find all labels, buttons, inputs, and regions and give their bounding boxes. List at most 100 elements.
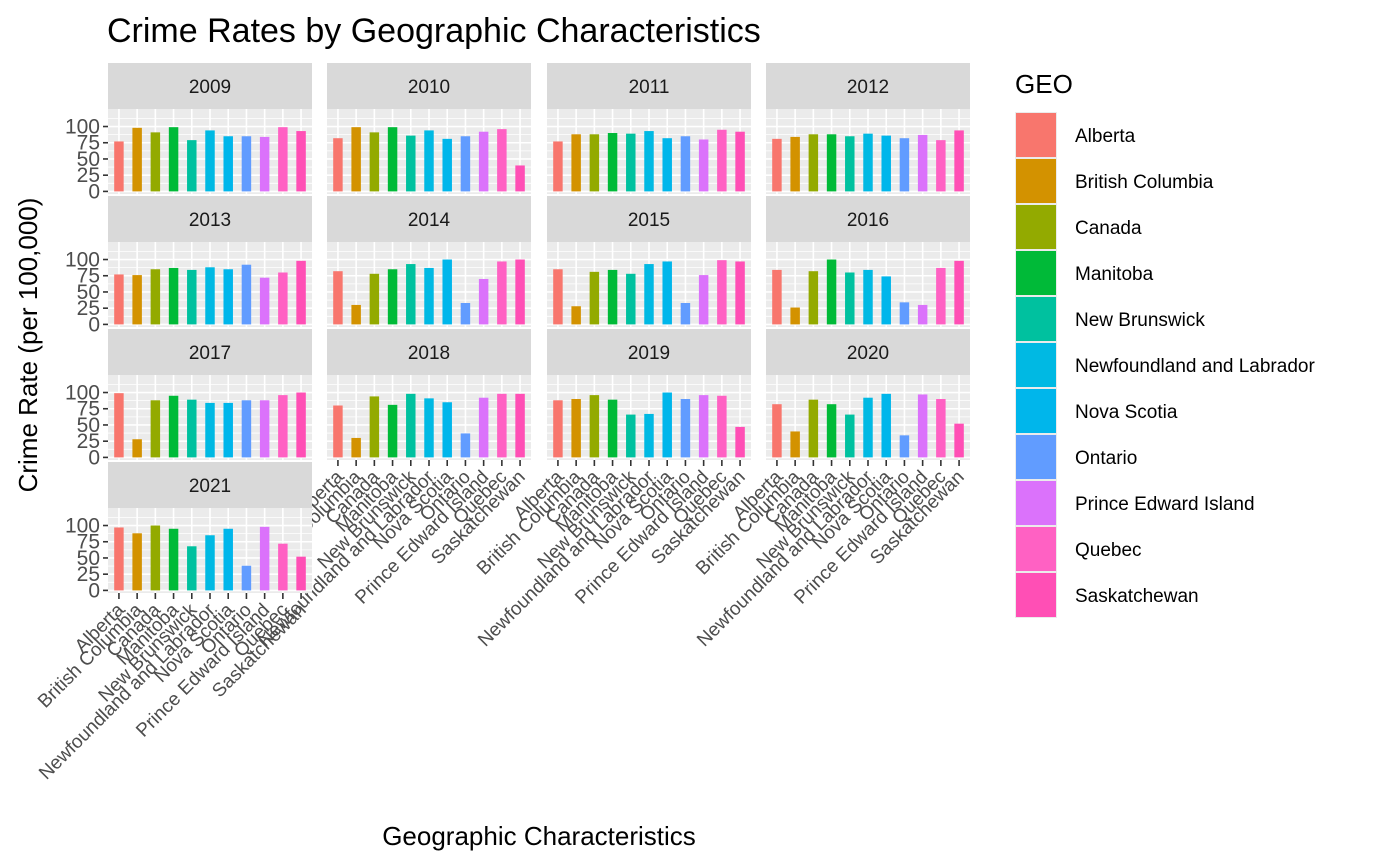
bar-2014-nova-scotia (442, 259, 452, 325)
bar-2010-manitoba (387, 127, 398, 192)
bar-2012-manitoba (826, 134, 837, 192)
y-tick-label: 0 (88, 446, 100, 469)
legend-label: Manitoba (1075, 264, 1154, 285)
y-tick-label: 100 (65, 116, 100, 139)
bar-2013-alberta (114, 274, 124, 325)
legend-label: Prince Edward Island (1075, 494, 1255, 515)
bar-2010-prince-edward-island (478, 131, 489, 192)
bar-2016-new-brunswick (845, 272, 855, 325)
bar-2019-quebec (717, 395, 727, 458)
facet-strip-label: 2015 (628, 210, 670, 231)
bar-2018-alberta (333, 405, 343, 458)
bar-2016-saskatchewan (954, 260, 964, 325)
bar-2017-nova-scotia (223, 402, 233, 458)
bar-2015-alberta (553, 269, 563, 325)
bar-2021-ontario (241, 565, 252, 591)
legend-swatch-newfoundland-and-labrador (1016, 343, 1056, 387)
legend: GEO Alberta British Columbia Canada Manitob… (1015, 69, 1315, 618)
bar-2010-alberta (333, 138, 343, 192)
panel-2014: 2014 (327, 196, 531, 327)
bar-2019-canada (589, 395, 600, 458)
bar-2010-new-brunswick (406, 135, 416, 192)
bar-2013-saskatchewan (296, 260, 306, 325)
bar-2012-nova-scotia (881, 135, 891, 192)
y-tick-label: 75 (77, 265, 100, 288)
bar-2017-saskatchewan (296, 392, 306, 458)
y-tick-label: 75 (77, 132, 100, 155)
bar-2010-quebec (497, 129, 507, 192)
bar-2021-british-columbia (132, 533, 142, 591)
bar-2018-newfoundland-and-labrador (424, 398, 434, 458)
bar-2014-canada (369, 273, 380, 325)
legend-swatch-prince-edward-island (1016, 481, 1056, 525)
facet-strip (327, 63, 531, 109)
bar-2018-prince-edward-island (478, 397, 489, 458)
bar-2010-newfoundland-and-labrador (424, 130, 434, 192)
bar-2009-british-columbia (132, 127, 142, 192)
y-tick-label: 25 (77, 164, 100, 187)
y-tick-label: 50 (77, 148, 100, 171)
bar-2020-new-brunswick (845, 414, 855, 458)
bar-2014-alberta (333, 271, 343, 325)
y-tick-label: 50 (77, 281, 100, 304)
facet-strip-label: 2012 (847, 77, 889, 98)
bar-2012-new-brunswick (845, 136, 855, 192)
legend-label: Alberta (1075, 126, 1136, 147)
facet-strip (108, 196, 312, 242)
bar-2012-canada (808, 134, 819, 192)
legend-label: British Columbia (1075, 172, 1214, 193)
facet-strip (327, 196, 531, 242)
bar-2018-nova-scotia (442, 402, 452, 458)
bar-2016-nova-scotia (881, 276, 891, 325)
y-tick-label: 50 (77, 547, 100, 570)
bar-2021-prince-edward-island (259, 526, 270, 591)
bar-2020-nova-scotia (881, 393, 891, 458)
bar-2014-newfoundland-and-labrador (424, 267, 434, 325)
bar-2020-ontario (899, 435, 910, 458)
panel-2012: 2012 (766, 63, 970, 194)
legend-swatch-canada (1016, 205, 1056, 249)
facet-strip-label: 2018 (408, 343, 450, 364)
bar-2019-british-columbia (571, 399, 581, 458)
bar-2019-new-brunswick (626, 414, 636, 458)
legend-swatch-nova-scotia (1016, 389, 1056, 433)
bar-2016-ontario (899, 302, 910, 325)
facet-strip (547, 329, 751, 375)
facet-strip-label: 2016 (847, 210, 889, 231)
facet-strip (766, 329, 970, 375)
bar-2019-nova-scotia (662, 392, 672, 458)
facet-strip-label: 2020 (847, 343, 889, 364)
panel-2010: 2010 (327, 63, 531, 194)
bar-2017-new-brunswick (187, 399, 197, 458)
bar-2010-ontario (460, 136, 471, 192)
bar-2011-canada (589, 134, 600, 192)
y-tick-label: 100 (65, 382, 100, 405)
bar-2011-new-brunswick (626, 133, 636, 192)
bar-2020-british-columbia (790, 431, 800, 458)
bar-2012-british-columbia (790, 136, 800, 192)
bar-2018-saskatchewan (515, 393, 525, 458)
bar-2013-nova-scotia (223, 269, 233, 325)
bar-2015-canada (589, 271, 600, 325)
legend-title: GEO (1015, 69, 1073, 99)
bar-2010-saskatchewan (515, 165, 525, 192)
legend-label: Ontario (1075, 448, 1137, 469)
legend-label: New Brunswick (1075, 310, 1205, 331)
bar-2013-manitoba (168, 267, 179, 325)
bar-2020-prince-edward-island (917, 394, 928, 458)
bar-2013-new-brunswick (187, 269, 197, 325)
facet-strip-label: 2013 (189, 210, 231, 231)
bar-2009-prince-edward-island (259, 136, 270, 192)
panel-2016: 2016 (766, 196, 970, 327)
bar-2021-saskatchewan (296, 556, 306, 591)
bar-2015-prince-edward-island (698, 275, 709, 325)
legend-swatch-british-columbia (1016, 159, 1056, 203)
bar-2019-manitoba (607, 399, 618, 458)
facet-strip-label: 2010 (408, 77, 450, 98)
chart-title: Crime Rates by Geographic Characteristic… (107, 12, 761, 50)
y-tick-label: 100 (65, 249, 100, 272)
bar-2012-prince-edward-island (917, 134, 928, 192)
facet-strip (766, 63, 970, 109)
bar-2020-quebec (936, 399, 946, 458)
